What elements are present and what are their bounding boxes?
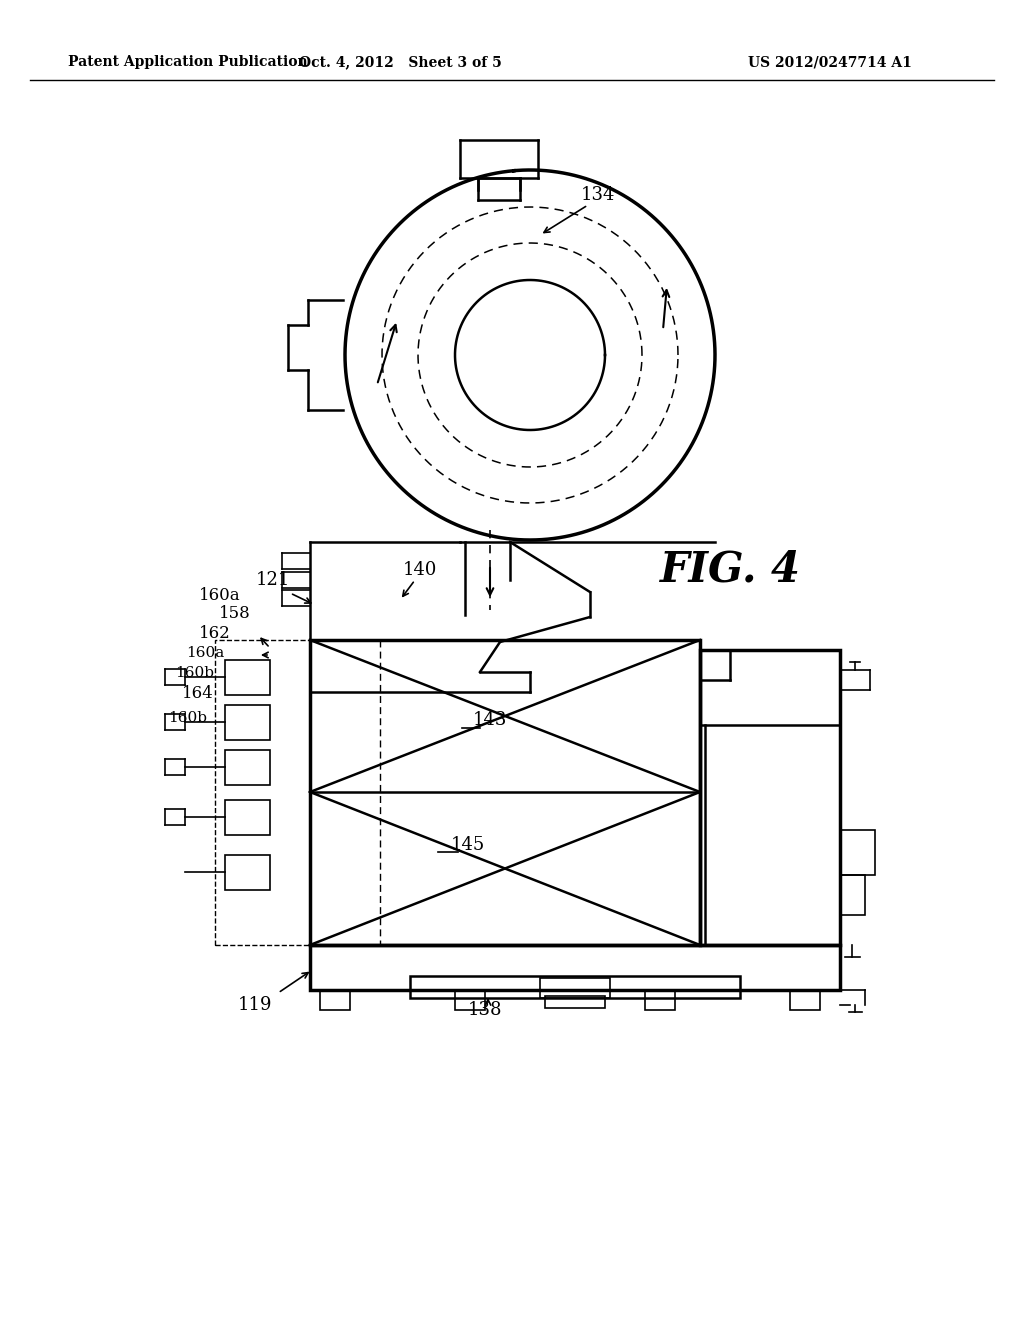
Text: Oct. 4, 2012   Sheet 3 of 5: Oct. 4, 2012 Sheet 3 of 5: [299, 55, 502, 69]
Text: 164: 164: [182, 685, 214, 701]
Bar: [645, 990, 675, 1010]
Bar: [319, 990, 350, 1010]
Text: 134: 134: [581, 186, 615, 205]
Text: 143: 143: [473, 711, 507, 729]
Text: 162: 162: [199, 624, 230, 642]
Bar: [310, 945, 840, 990]
Bar: [455, 990, 485, 1010]
Bar: [540, 978, 610, 998]
Text: FIG. 4: FIG. 4: [659, 549, 801, 591]
Bar: [215, 640, 310, 945]
Bar: [840, 875, 865, 915]
Text: 119: 119: [238, 997, 272, 1014]
Text: US 2012/0247714 A1: US 2012/0247714 A1: [749, 55, 912, 69]
Text: 160a: 160a: [186, 645, 224, 660]
Text: Patent Application Publication: Patent Application Publication: [68, 55, 307, 69]
Text: 160b: 160b: [175, 667, 214, 680]
Bar: [225, 855, 270, 890]
Text: 145: 145: [451, 836, 485, 854]
Text: 160a: 160a: [200, 586, 241, 603]
Text: 138: 138: [468, 1001, 502, 1019]
Bar: [545, 997, 605, 1008]
Text: 121: 121: [256, 572, 290, 589]
Bar: [310, 640, 700, 945]
Text: 140: 140: [402, 561, 437, 579]
Bar: [410, 975, 740, 998]
Bar: [225, 750, 270, 785]
Bar: [700, 649, 840, 945]
Bar: [790, 990, 820, 1010]
Bar: [225, 705, 270, 741]
Bar: [225, 660, 270, 696]
Bar: [225, 800, 270, 836]
Text: 158: 158: [219, 605, 251, 622]
Text: 160b: 160b: [169, 711, 208, 725]
Bar: [840, 830, 874, 875]
